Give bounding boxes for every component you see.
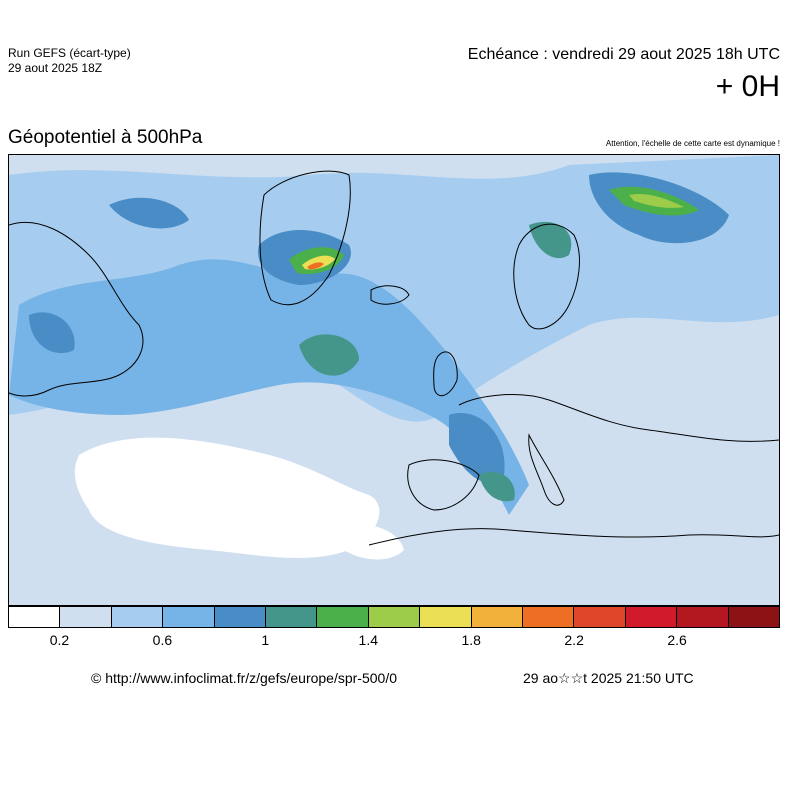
spread-peak-barents [629,194,684,208]
canada-coast [9,221,144,397]
forecast-time: Echéance : vendredi 29 aout 2025 18h UTC [467,46,780,63]
scandinavia-coast [513,223,580,330]
legend-swatch [317,607,369,627]
legend-swatch [60,607,112,627]
legend-swatch [677,607,729,627]
forecast-offset: + 0H [715,70,780,103]
parameter-title: Géopotentiel à 500hPa [8,127,203,148]
legend-tick-label: 1.8 [461,632,481,648]
spread-peak-greenland-core [307,262,324,270]
low-spread-africa [339,523,404,560]
legend-tick-label: 1 [261,632,270,648]
legend-swatch [266,607,318,627]
spread-core-labrador [29,312,75,354]
legend-swatch [625,607,678,627]
legend-swatch [9,607,61,627]
legend-swatch [420,607,472,627]
italy-coast [528,433,565,506]
coastlines [9,170,779,546]
run-label: Run GEFS (écart-type) [8,46,131,60]
spread-band-mid [9,259,529,515]
legend-swatch [111,607,164,627]
legend-swatch [728,607,780,627]
spread-core-west [109,197,189,229]
legend-tick-label: 1.4 [358,632,378,648]
legend-swatch [523,607,575,627]
legend-swatch [574,607,626,627]
spread-map [8,154,780,606]
spread-core-med [479,471,515,502]
color-scale-ticks: 0.2 0.6 1 1.4 1.8 2.2 2.6 [8,632,780,650]
map-canvas [9,155,779,605]
legend-swatch [368,607,421,627]
legend-tick-label: 2.2 [564,632,584,648]
legend-swatch [163,607,215,627]
generated-timestamp: 29 ao☆☆t 2025 21:50 UTC [523,670,694,686]
legend-tick-label: 0.2 [49,632,70,648]
spread-core-atlantic [299,334,359,376]
low-spread-atlantic [74,437,380,558]
spread-core-france [449,413,505,484]
legend-tick-label: 2.6 [667,632,687,648]
source-url: © http://www.infoclimat.fr/z/gefs/europe… [91,670,398,686]
legend-swatch [471,607,524,627]
run-date: 29 aout 2025 18Z [8,61,103,75]
europe-coast [458,394,779,442]
iberia-coast [407,459,480,511]
greenland-coast [259,170,351,306]
dynamic-scale-note: Attention, l'échelle de cette carte est … [605,139,780,148]
spread-core-scandinavia [529,221,572,259]
legend-tick-label: 0.6 [152,632,173,648]
legend-swatch [214,607,267,627]
africa-coast [368,528,779,546]
iceland-coast [370,285,410,305]
color-scale-legend [8,606,780,628]
uk-coast [433,351,458,397]
